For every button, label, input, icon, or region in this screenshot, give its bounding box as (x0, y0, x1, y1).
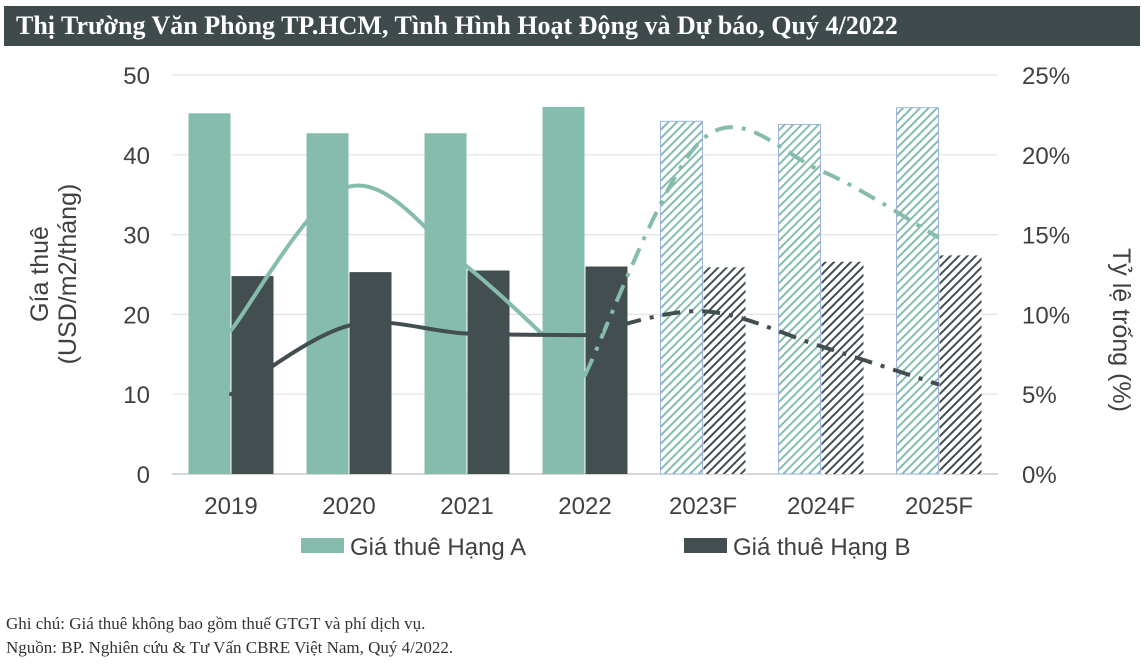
vacancy-line-b-forecast (584, 309, 940, 387)
y-tick-label: 50 (123, 63, 150, 90)
y2-tick-label: 0% (1022, 462, 1057, 489)
x-tick-label: 2024F (787, 493, 855, 520)
y2-tick-label: 25% (1022, 63, 1070, 90)
chart: 0 10 20 30 40 50 0% 5% 10% 15% 20% 25% 2019 2020 2021 2… (26, 63, 1135, 561)
bar-hang-b-2023f (703, 267, 746, 474)
bar-hang-b-2025f (939, 255, 982, 474)
y-tick-label: 30 (123, 223, 150, 250)
x-tick-label: 2023F (669, 493, 737, 520)
footer-note: Ghi chú: Giá thuê không bao gồm thuế GTG… (6, 614, 426, 633)
bar-hang-b-2019 (231, 276, 274, 474)
legend-swatch-b (684, 538, 727, 553)
bar-hang-a-2024f (778, 123, 821, 475)
y2-tick-label: 10% (1022, 302, 1070, 329)
bar-hang-a-2021 (424, 133, 467, 474)
x-tick-label: 2025F (905, 493, 973, 520)
y-tick-label: 10 (123, 382, 150, 409)
y2-axis-title: Tỷ lệ trống (%) (1107, 248, 1135, 412)
y-axis-title-line1: Gía thuê (26, 226, 54, 322)
bar-hang-a-2020 (306, 133, 349, 474)
x-tick-label: 2022 (558, 493, 611, 520)
y-axis-title: Gía thuê(USD/m2/tháng) (26, 184, 82, 365)
bar-hang-a-2019 (188, 113, 231, 474)
legend-swatch-a (301, 538, 344, 553)
bar-hang-a-2023f (660, 120, 703, 475)
y2-tick-label: 20% (1022, 143, 1070, 170)
footer-source: Nguồn: BP. Nghiên cứu & Tư Vấn CBRE Việt… (6, 638, 454, 657)
y-axis-title-line2: (USD/m2/tháng) (54, 184, 82, 365)
y-tick-label: 20 (123, 302, 150, 329)
chart-title: Thị Trường Văn Phòng TP.HCM, Tình Hình H… (4, 6, 1140, 46)
bar-hang-b-2022 (585, 266, 628, 474)
x-tick-label: 2019 (204, 493, 257, 520)
bar-hang-b-2024f (821, 261, 864, 474)
vacancy-line-a-forecast (583, 125, 940, 376)
vacancy-line-b-actual (229, 320, 587, 397)
y-tick-label: 40 (123, 143, 150, 170)
bar-hang-b-2021 (467, 270, 510, 474)
y2-tick-label: 15% (1022, 223, 1070, 250)
vacancy-line-a-actual (229, 183, 587, 378)
legend-label-a: Giá thuê Hạng A (350, 534, 526, 561)
y-tick-label: 0 (137, 462, 150, 489)
x-tick-label: 2021 (440, 493, 493, 520)
footer-notes: Ghi chú: Giá thuê không bao gồm thuế GTG… (6, 612, 453, 660)
x-tick-label: 2020 (322, 493, 375, 520)
bar-hang-a-2025f (896, 107, 939, 475)
legend-label-b: Giá thuê Hạng B (733, 534, 910, 561)
bar-hang-b-2020 (349, 272, 392, 474)
y2-tick-label: 5% (1022, 382, 1057, 409)
bar-hang-a-2022 (542, 106, 585, 475)
